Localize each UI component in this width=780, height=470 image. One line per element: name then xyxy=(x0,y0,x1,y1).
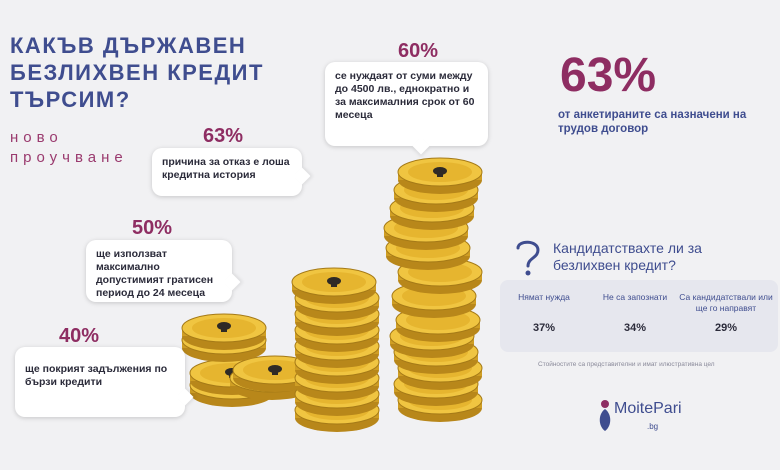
stat-63-text: причина за отказ е лоша кредитна история xyxy=(162,156,290,181)
stat-60-bubble: се нуждаят от суми между до 4500 лв., ед… xyxy=(325,62,488,146)
survey-label: Са кандидатствали или ще го направят xyxy=(679,292,773,313)
stat-50-text: ще използват максимално допустимият грат… xyxy=(96,248,214,299)
question-mark-icon xyxy=(516,240,540,276)
survey-column: Са кандидатствали или ще го направят 29% xyxy=(678,292,774,334)
disclaimer-note: Стойностите са представителни и имат илю… xyxy=(538,361,715,368)
survey-label: Не са запознати xyxy=(602,292,668,302)
brand-suffix: .bg xyxy=(647,422,659,431)
stat-50-pct: 50% xyxy=(132,217,173,239)
survey-results: Нямат нужда 37% Не са запознати 34% Са к… xyxy=(500,280,778,352)
stat-63-bubble: причина за отказ е лоша кредитна история xyxy=(152,148,302,196)
page-title: КАКЪВ ДЪРЖАВЕН БЕЗЛИХВЕН КРЕДИТ ТЪРСИМ? xyxy=(10,32,310,113)
brand-name: MoitePari xyxy=(614,400,682,417)
stat-40-bubble: ще покрият задължения по бързи кредити xyxy=(15,347,185,417)
highlight-pct: 63% xyxy=(560,49,657,102)
title-line-2: БЕЗЛИХВЕН КРЕДИТ xyxy=(10,60,264,85)
subtitle-line-2: проучване xyxy=(10,149,128,166)
stat-40-pct: 40% xyxy=(59,325,100,347)
stat-40-text: ще покрият задължения по бързи кредити xyxy=(25,363,168,388)
survey-question: Кандидатствахте ли за безлихвен кредит? xyxy=(553,240,702,273)
title-line-1: КАКЪВ ДЪРЖАВЕН xyxy=(10,33,247,58)
subtitle: ново проучване xyxy=(10,128,128,168)
survey-column: Нямат нужда 37% xyxy=(508,292,580,334)
highlight-text: от анкетираните са назначени на трудов д… xyxy=(558,109,747,135)
title-line-3: ТЪРСИМ? xyxy=(10,87,131,112)
survey-value: 29% xyxy=(714,322,738,334)
survey-column: Не са запознати 34% xyxy=(596,292,674,334)
stat-63-pct: 63% xyxy=(203,125,244,147)
survey-value: 34% xyxy=(623,322,647,334)
stat-50-bubble: ще използват максимално допустимият грат… xyxy=(86,240,232,302)
subtitle-line-1: ново xyxy=(10,129,63,146)
survey-label: Нямат нужда xyxy=(518,292,570,302)
survey-value: 37% xyxy=(532,322,556,334)
stat-60-text: се нуждаят от суми между до 4500 лв., ед… xyxy=(335,70,475,121)
brand-logo-icon xyxy=(599,400,611,431)
stat-60-pct: 60% xyxy=(398,40,439,62)
